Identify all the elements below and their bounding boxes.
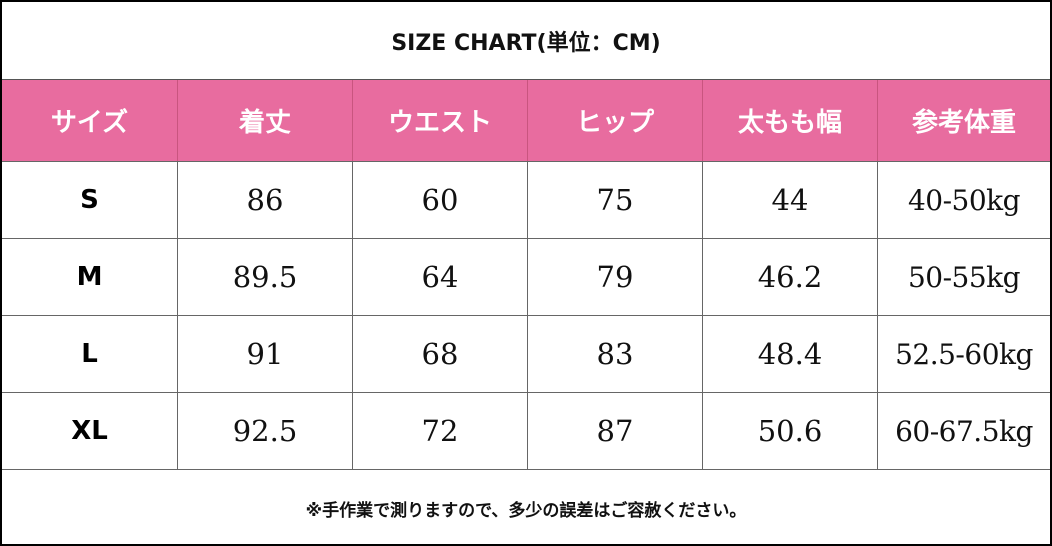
header-thigh-width: 太もも幅 (703, 80, 878, 161)
reference-weight-value: 60-67.5kg (895, 414, 1033, 448)
waist-value: 72 (353, 393, 528, 469)
header-length: 着丈 (178, 80, 353, 161)
thigh-width-value: 46.2 (703, 239, 878, 315)
waist-value: 68 (353, 316, 528, 392)
size-label: XL (2, 393, 178, 469)
length-value: 86 (178, 162, 353, 238)
size-chart-title: SIZE CHART(単位：CM) (2, 2, 1050, 80)
waist-value: 60 (353, 162, 528, 238)
header-reference-weight: 参考体重 (911, 108, 1016, 138)
size-label: L (2, 316, 178, 392)
length-value: 91 (178, 316, 353, 392)
header-row: サイズ 着丈 ウエスト ヒップ 太もも幅 参考体重 (2, 80, 1050, 162)
hip-value: 75 (528, 162, 703, 238)
table-row: XL 92.5 72 87 50.6 60-67.5kg (2, 393, 1050, 470)
header-waist: ウエスト (353, 80, 528, 161)
hip-value: 83 (528, 316, 703, 392)
table-row: S 86 60 75 44 40-50kg (2, 162, 1050, 239)
header-hip: ヒップ (528, 80, 703, 161)
thigh-width-value: 50.6 (703, 393, 878, 469)
measurement-note: ※手作業で測りますので、多少の誤差はご容赦ください。 (305, 500, 747, 521)
thigh-width-value: 44 (703, 162, 878, 238)
reference-weight-value: 52.5-60kg (895, 337, 1033, 371)
size-label: S (2, 162, 178, 238)
size-label: M (2, 239, 178, 315)
table-row: M 89.5 64 79 46.2 50-55kg (2, 239, 1050, 316)
reference-weight-value: 50-55kg (907, 260, 1021, 294)
thigh-width-value: 48.4 (703, 316, 878, 392)
table-row: L 91 68 83 48.4 52.5-60kg (2, 316, 1050, 393)
length-value: 89.5 (178, 239, 353, 315)
hip-value: 87 (528, 393, 703, 469)
reference-weight-value: 40-50kg (907, 183, 1021, 217)
waist-value: 64 (353, 239, 528, 315)
length-value: 92.5 (178, 393, 353, 469)
hip-value: 79 (528, 239, 703, 315)
header-size: サイズ (2, 80, 178, 161)
